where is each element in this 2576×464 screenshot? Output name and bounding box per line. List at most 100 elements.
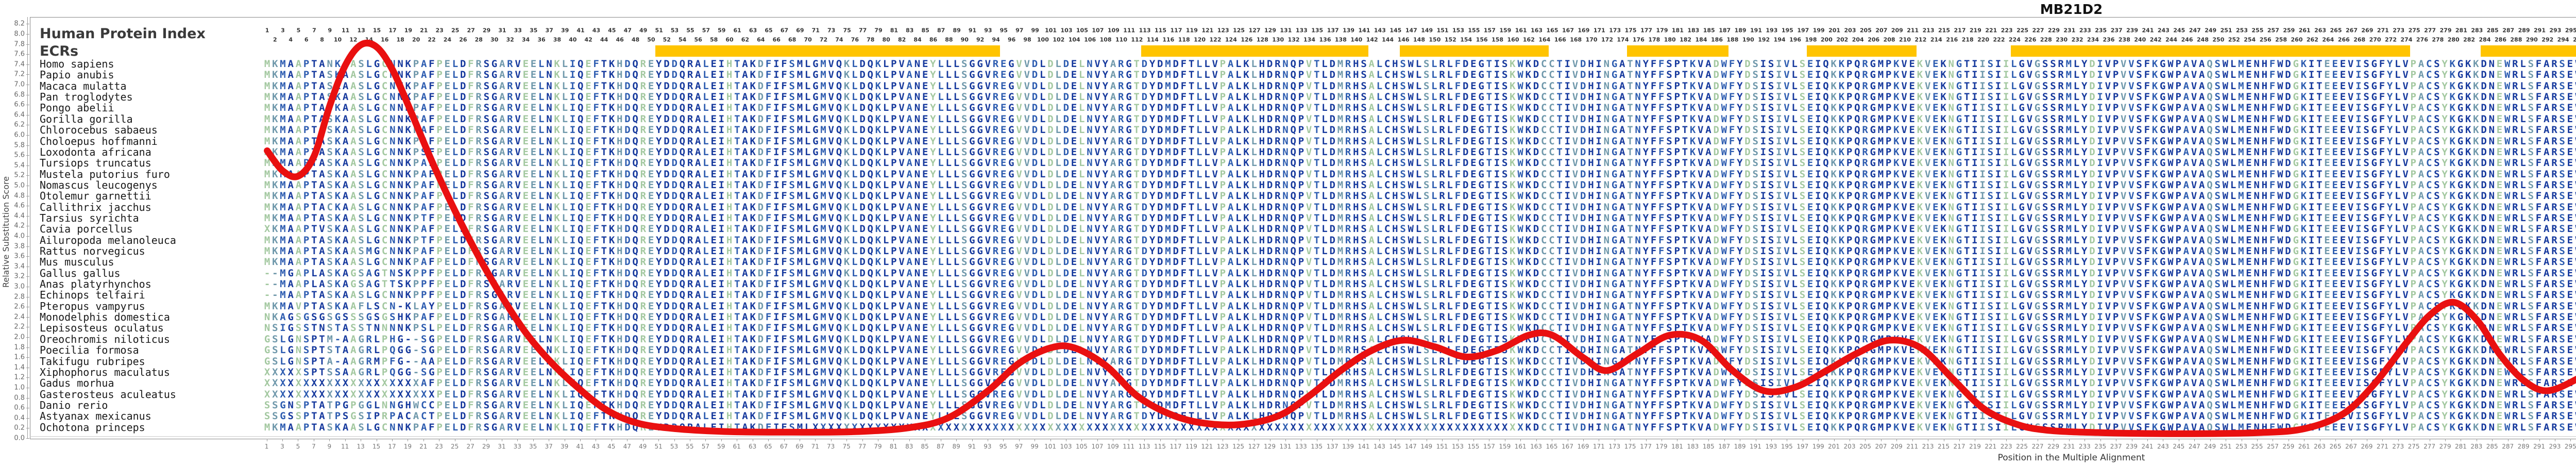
residue: I (718, 102, 725, 114)
x-tick-label-top: 8 (320, 36, 324, 43)
residue: T (2316, 135, 2323, 147)
residue: S (2042, 69, 2048, 81)
residue: Y (2081, 113, 2088, 125)
residue: V (1698, 69, 1704, 81)
residue: C (1384, 91, 1391, 103)
residue: N (914, 91, 921, 103)
residue: I (773, 91, 779, 103)
residue: N (397, 124, 403, 136)
x-tick-label-top: 280 (2447, 36, 2460, 43)
residue: K (334, 135, 341, 147)
residue: K (608, 146, 615, 158)
residue: L (1235, 102, 1242, 114)
residue: L (1376, 69, 1383, 81)
residue: P (1846, 91, 1853, 103)
residue: W (2504, 113, 2511, 125)
residue: R (687, 124, 693, 136)
residue: S (2363, 69, 2369, 81)
residue: E (1807, 113, 1814, 125)
residue: F (781, 102, 787, 114)
residue: E (922, 91, 928, 103)
residue: D (460, 69, 466, 81)
residue: R (2058, 124, 2064, 136)
residue: K (405, 91, 411, 103)
residue: L (1321, 124, 1328, 136)
residue: L (1447, 69, 1453, 81)
residue: F (2535, 135, 2542, 147)
residue: Q (1854, 135, 1860, 147)
residue: G (1478, 102, 1484, 114)
x-tick-label-top: 142 (1366, 36, 1378, 43)
x-tick-label-top: 265 (2330, 27, 2342, 34)
residue: L (366, 69, 372, 81)
x-tick-label-top: 47 (623, 27, 632, 34)
residue: F (1180, 58, 1187, 70)
residue: E (710, 124, 717, 136)
residue: A (695, 135, 701, 147)
residue: T (2316, 91, 2323, 103)
residue: H (1392, 135, 1398, 147)
residue: S (961, 102, 968, 114)
residue: C (1549, 80, 1555, 92)
residue: Y (656, 80, 662, 92)
y-axis-line (27, 17, 28, 438)
residue: R (992, 135, 999, 147)
residue: F (1658, 135, 1665, 147)
residue: A (2418, 146, 2425, 158)
residue: E (922, 58, 928, 70)
residue: S (1666, 135, 1672, 147)
residue: G (2457, 91, 2464, 103)
residue: V (2191, 146, 2197, 158)
residue: W (2277, 80, 2283, 92)
residue: W (2222, 69, 2229, 81)
residue: S (1799, 146, 1806, 158)
residue: A (906, 113, 912, 125)
residue: C (1549, 113, 1555, 125)
residue: S (1987, 80, 1994, 92)
residue: R (1439, 58, 1445, 70)
residue: I (1972, 135, 1978, 147)
residue: A (906, 58, 912, 70)
residue: W (2277, 58, 2283, 70)
residue: S (1361, 135, 1367, 147)
residue: K (2449, 91, 2455, 103)
residue: V (515, 69, 521, 81)
residue: K (554, 102, 560, 114)
residue: L (452, 135, 459, 147)
residue: E (1909, 102, 1915, 114)
residue: M (1877, 135, 1884, 147)
residue: Q (867, 124, 873, 136)
residue: K (405, 58, 411, 70)
residue: E (522, 69, 529, 81)
residue: E (444, 102, 450, 114)
residue: F (2379, 135, 2385, 147)
residue: G (1611, 69, 1618, 81)
residue: D (1744, 113, 1751, 125)
x-tick-label-top: 139 (1343, 27, 1355, 34)
residue: L (538, 135, 545, 147)
residue: G (977, 58, 983, 70)
residue: L (1791, 58, 1798, 70)
x-tick-label-top: 33 (514, 27, 522, 34)
residue: A (342, 80, 349, 92)
residue: I (1815, 102, 1821, 114)
residue: I (1596, 58, 1602, 70)
residue: V (515, 124, 521, 136)
residue: D (460, 124, 466, 136)
residue: R (1275, 146, 1281, 158)
residue: T (1133, 91, 1140, 103)
residue: D (1173, 80, 1179, 92)
residue: M (1165, 69, 1171, 81)
residue: G (977, 113, 983, 125)
residue: K (875, 124, 882, 136)
residue: E (1470, 113, 1477, 125)
residue: V (2128, 69, 2134, 81)
residue: E (444, 69, 450, 81)
residue: Q (578, 58, 584, 70)
residue: S (1501, 69, 1508, 81)
x-tick-label-top: 60 (725, 36, 734, 43)
residue: E (1470, 91, 1477, 103)
residue: V (1698, 124, 1704, 136)
residue: S (2528, 80, 2534, 92)
residue: A (319, 69, 325, 81)
